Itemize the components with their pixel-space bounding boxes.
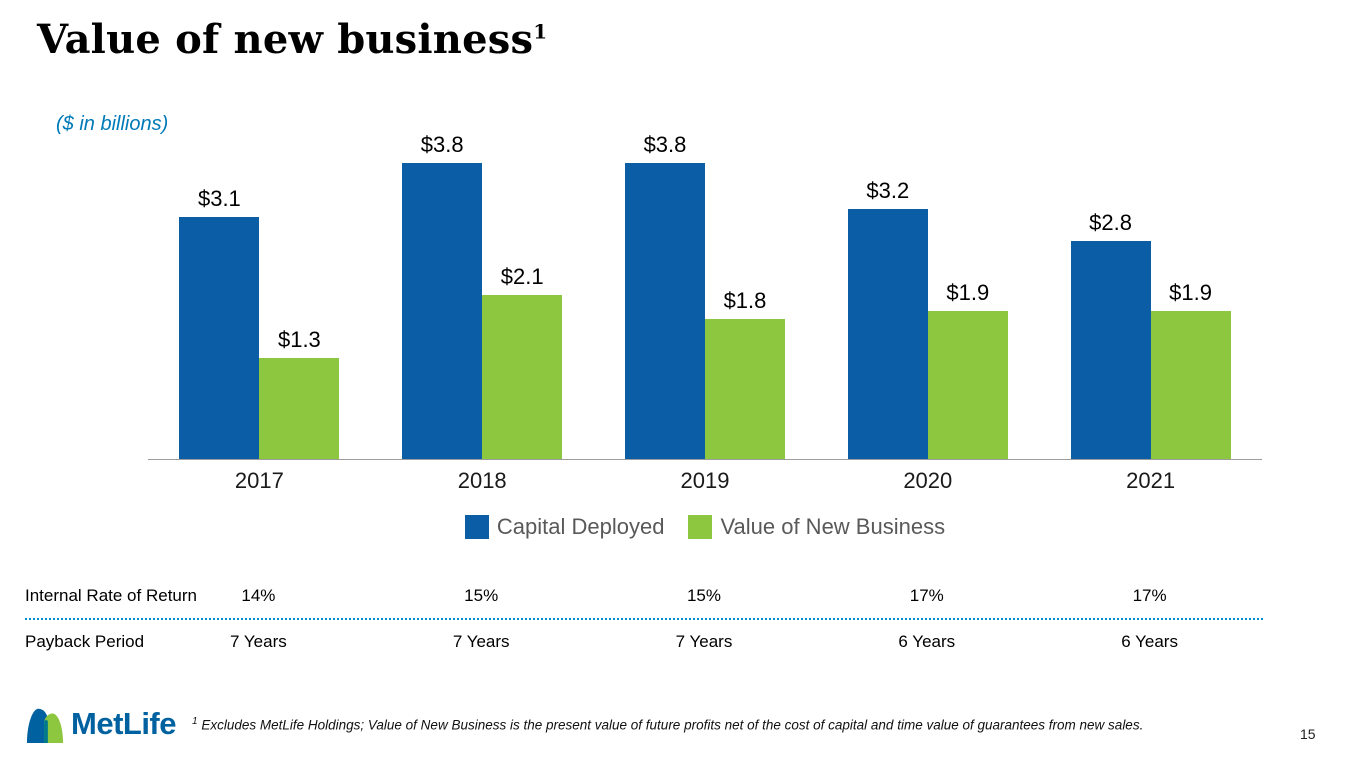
bar-value-label: $2.8 [1089, 209, 1132, 235]
footnote-marker: 1 [192, 715, 198, 727]
units-note: ($ in billions) [56, 113, 169, 135]
bar-value-label: $1.9 [1169, 279, 1212, 305]
stat-row-internal-rate-of-return: Internal Rate of Return 14% 15% 15% 17% 17% [0, 574, 1365, 618]
stats-table: Internal Rate of Return 14% 15% 15% 17% 17% Pa… [0, 574, 1365, 664]
bar-group-2019: $3.8 $1.8 [594, 112, 817, 459]
value-of-new-business-bar-2020: $1.9 [927, 280, 1008, 459]
slide-title: Value of new business1 [37, 16, 547, 63]
stat-value-2020: 6 Years [898, 632, 956, 651]
slide-title-footnote-marker: 1 [533, 19, 548, 44]
bar-group-2018: $3.8 $2.1 [371, 112, 594, 459]
stat-value-2021: 6 Years [1121, 632, 1178, 651]
x-axis-label-2019: 2019 [680, 468, 730, 493]
stat-row-values: 14% 15% 15% 17% 17% [147, 586, 1261, 606]
value-of-new-business-bar-2021: $1.9 [1150, 280, 1231, 459]
legend-item-value-of-new-business: Value of New Business [688, 514, 945, 540]
stat-value-2017: 14% [241, 586, 276, 605]
stat-value-2021: 17% [1132, 586, 1167, 605]
stat-value-2019: 15% [686, 586, 721, 605]
slide-title-text: Value of new business [37, 16, 534, 63]
stat-row-payback-period: Payback Period 7 Years 7 Years 7 Years 6 Yea… [0, 620, 1365, 664]
x-axis-label-2018: 2018 [457, 468, 507, 493]
metlife-wordmark: MetLife [71, 706, 177, 741]
legend-swatch-icon [464, 515, 489, 539]
stat-row-label: Payback Period [25, 632, 145, 651]
stat-value-2018: 7 Years [452, 632, 510, 651]
x-axis-label-2020: 2020 [903, 468, 953, 493]
footer: MetLife 1 Excludes MetLife Holdings; Val… [24, 698, 1143, 750]
metlife-logo: MetLife [24, 705, 177, 743]
legend-swatch-icon [688, 515, 713, 539]
bar-value-label: $1.3 [277, 326, 321, 352]
footnote-text: Excludes MetLife Holdings; Value of New … [197, 717, 1144, 733]
x-axis: 2017 2018 2019 2020 2021 [148, 468, 1262, 494]
capital-deployed-bar-2018: $3.8 [402, 132, 483, 459]
bar-value-label: $1.8 [723, 287, 767, 313]
bar-group-2017: $3.1 $1.3 [148, 112, 371, 459]
bar-value-label: $3.8 [420, 131, 464, 157]
dotted-separator [25, 618, 1263, 620]
capital-deployed-bar-2017: $3.1 [179, 186, 260, 459]
value-of-new-business-bar-2019: $1.8 [704, 288, 785, 459]
bar-value-label: $3.8 [643, 131, 687, 157]
x-axis-label-2017: 2017 [234, 468, 284, 493]
legend-item-capital-deployed: Capital Deployed [464, 514, 665, 540]
bar-group-2020: $3.2 $1.9 [816, 112, 1039, 459]
legend-label: Value of New Business [720, 514, 946, 539]
value-of-new-business-bar-2018: $2.1 [482, 264, 563, 459]
bar-value-label: $3.2 [866, 178, 910, 204]
x-axis-label-2021: 2021 [1126, 468, 1176, 493]
stat-row-values: 7 Years 7 Years 7 Years 6 Years 6 Years [147, 632, 1261, 652]
capital-deployed-bar-2021: $2.8 [1070, 210, 1151, 459]
bar-group-2021: $2.8 $1.9 [1039, 112, 1262, 459]
page-number: 15 [1300, 726, 1316, 742]
legend-label: Capital Deployed [496, 514, 665, 539]
stat-value-2020: 17% [909, 586, 944, 605]
chart-area: $3.1 $1.3 $3.8 $2.1 $3.8 $1.8 $3.2 $1.9 $2.8 $1.9 [148, 112, 1262, 460]
footnote: 1 Excludes MetLife Holdings; Value of Ne… [192, 716, 1143, 733]
metlife-logo-icon [26, 708, 64, 743]
bar-value-label: $1.9 [946, 279, 990, 305]
capital-deployed-bar-2019: $3.8 [624, 132, 705, 459]
stat-value-2019: 7 Years [675, 632, 733, 651]
value-of-new-business-bar-2017: $1.3 [259, 327, 340, 459]
bar-value-label: $2.1 [500, 264, 544, 290]
chart-legend: Capital Deployed Value of New Business [148, 514, 1262, 540]
stat-row-label: Internal Rate of Return [25, 586, 197, 605]
capital-deployed-bar-2020: $3.2 [847, 178, 928, 459]
stat-value-2017: 7 Years [230, 632, 287, 651]
stat-value-2018: 15% [464, 586, 499, 605]
bar-value-label: $3.1 [197, 186, 241, 212]
